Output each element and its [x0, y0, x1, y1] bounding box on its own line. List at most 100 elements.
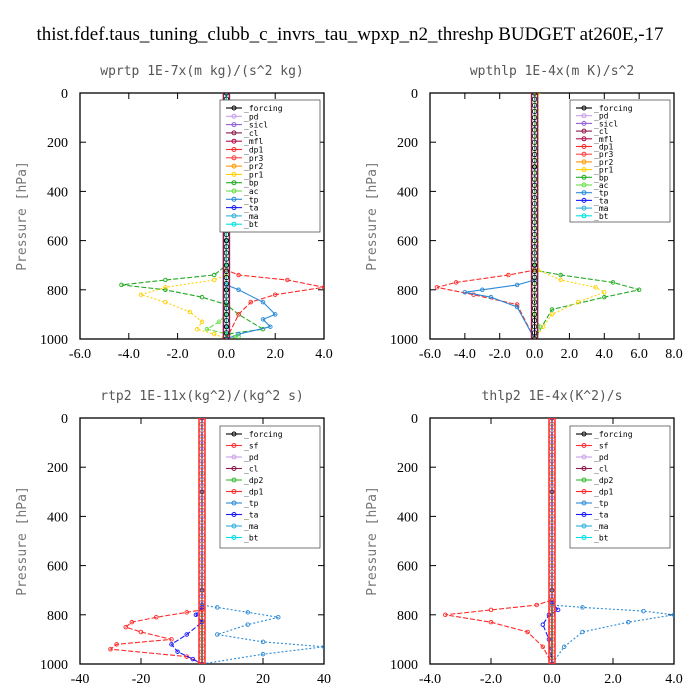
zero-line-marker	[199, 606, 205, 612]
zero-line-marker	[199, 458, 205, 464]
series-point	[272, 312, 278, 317]
zero-line-marker	[531, 299, 538, 305]
series-point	[123, 624, 128, 630]
series-point	[260, 299, 266, 305]
legend-entry: _dp1	[594, 488, 613, 497]
legend-marker	[231, 180, 237, 186]
zero-line-marker	[549, 661, 555, 664]
zero-line-marker	[531, 213, 538, 219]
series-point	[641, 608, 646, 614]
legend-marker	[231, 535, 237, 540]
zero-line-marker	[531, 305, 538, 311]
legend-entry: _forcing	[244, 104, 283, 113]
series-point	[321, 644, 324, 650]
zero-line-marker	[549, 655, 555, 661]
series-point	[224, 93, 229, 96]
legend-entry: _pr1	[244, 170, 263, 179]
zero-line-marker	[199, 427, 205, 433]
y-tick-label: 600	[47, 235, 68, 250]
series-point	[610, 280, 616, 285]
zero-line-marker	[223, 256, 229, 262]
zero-line-marker	[549, 587, 555, 593]
zero-line-marker	[223, 293, 229, 299]
zero-line-marker	[549, 593, 555, 599]
zero-line-marker	[531, 317, 538, 324]
series-point	[268, 324, 273, 329]
legend-entry: _tp	[244, 195, 259, 204]
zero-line-marker	[549, 495, 555, 501]
x-tick-label: -6.0	[419, 347, 441, 362]
zero-line-marker	[549, 544, 555, 550]
legend-entry: _pr2	[244, 162, 263, 171]
series-point	[602, 290, 607, 295]
x-tick-label: -40	[71, 672, 90, 687]
zero-line-marker	[199, 470, 205, 476]
x-tick-label: -6.0	[69, 347, 91, 362]
zero-line-marker	[223, 238, 229, 244]
legend-entry: _pd	[594, 112, 609, 121]
series-point	[514, 282, 520, 288]
y-tick-label: 800	[47, 284, 68, 299]
legend-entry: _cl	[594, 127, 609, 136]
figure-title: thist.fdef.taus_tuning_clubb_c_invrs_tau…	[36, 24, 663, 45]
zero-line-marker	[531, 151, 538, 158]
zero-line-marker	[199, 439, 205, 446]
legend-entry: _pr2	[594, 158, 613, 167]
zero-line-marker	[531, 250, 538, 256]
series-point	[488, 619, 494, 625]
x-tick-label: -2.0	[480, 672, 502, 687]
zero-line-marker	[199, 599, 205, 606]
zero-line-marker	[549, 507, 555, 513]
legend-entry: _pd	[244, 453, 259, 462]
zero-line-marker	[531, 127, 538, 133]
legend-entry: _sicl	[594, 119, 618, 128]
zero-line-marker	[549, 452, 555, 458]
zero-line-marker	[199, 642, 205, 649]
zero-line-marker	[199, 501, 205, 507]
zero-line-marker	[199, 661, 205, 664]
zero-line-marker	[199, 495, 205, 501]
legend-marker	[581, 113, 587, 119]
series-point	[184, 610, 189, 615]
legend-entry: _sicl	[244, 121, 268, 130]
legend-entry: _pr3	[594, 150, 613, 159]
x-tick-label: 0.0	[543, 672, 561, 687]
series-point	[138, 292, 144, 297]
zero-line-marker	[531, 96, 538, 102]
legend-marker	[581, 105, 587, 111]
series-point	[549, 307, 555, 312]
x-tick-label: 0.0	[526, 347, 544, 362]
series-line-tp	[551, 418, 674, 664]
series-point	[163, 287, 168, 293]
y-tick-label: 0	[61, 87, 68, 102]
zero-line-marker	[199, 624, 205, 630]
legend-marker	[231, 138, 237, 144]
zero-line-marker	[199, 562, 205, 569]
zero-line-stack	[548, 418, 556, 664]
zero-line-marker	[549, 421, 555, 427]
legend-marker	[581, 167, 587, 173]
y-tick-label: 400	[397, 185, 418, 200]
zero-line-marker	[549, 538, 555, 544]
zero-line-marker	[531, 188, 538, 194]
zero-line-marker	[549, 519, 555, 526]
y-tick-label: 800	[397, 609, 418, 624]
legend-entry: _ac	[244, 187, 259, 196]
series-point	[532, 93, 537, 96]
series-line-dp1	[436, 93, 536, 339]
zero-line-marker	[549, 532, 555, 538]
zero-line-marker	[199, 489, 205, 495]
series-point	[211, 277, 217, 283]
y-tick-label: 800	[47, 609, 68, 624]
zero-line-marker	[531, 158, 538, 164]
series-point	[480, 287, 485, 293]
y-tick-label: 600	[397, 560, 418, 575]
legend-marker	[231, 130, 237, 136]
legend-marker	[581, 182, 587, 188]
legend-marker	[581, 512, 587, 517]
x-tick-label: 2.0	[561, 347, 579, 362]
y-tick-label: 200	[47, 461, 68, 476]
legend-marker	[231, 155, 237, 161]
legend-entry: _pr3	[244, 154, 263, 163]
y-tick-label: 600	[397, 235, 418, 250]
